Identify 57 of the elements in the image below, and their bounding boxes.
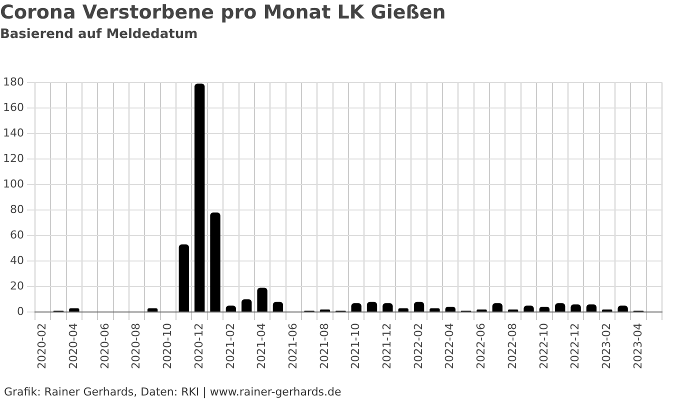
x-tick-label: 2021-08 [318,323,331,370]
bar [366,302,378,312]
x-tick-label: 2021-06 [286,323,300,370]
y-tick-label: 60 [10,228,24,242]
bar [555,303,566,312]
y-tick-label: 0 [16,304,24,318]
y-tick-label: 180 [2,75,24,88]
bar [398,308,408,312]
bar [147,308,158,312]
bar [492,303,503,312]
y-tick-label: 40 [10,254,24,267]
y-tick-label: 20 [10,279,24,292]
bar [242,299,252,312]
x-tick-label: 2021-02 [224,323,237,370]
bar [320,309,330,312]
bar [210,212,220,312]
x-tick-label: 2020-12 [192,323,206,370]
y-tick-label: 80 [10,202,24,216]
bar [430,308,440,312]
x-tick-label: 2022-02 [412,323,425,370]
y-tick-label: 140 [2,126,24,140]
bar [382,303,393,312]
bar [602,309,612,312]
x-tick-label: 2022-04 [443,323,456,370]
bar [476,309,487,312]
chart-title: Corona Verstorbene pro Monat LK Gießen [0,1,446,24]
x-tick-label: 2022-12 [568,323,582,370]
bar [272,302,284,312]
x-tick-label: 2020-02 [36,323,49,370]
bar [178,244,190,312]
chart-subtitle: Basierend auf Meldedatum [0,26,198,42]
bar [570,304,581,312]
bar [194,84,205,312]
y-tick-label: 100 [2,177,24,190]
x-tick-label: 2023-04 [631,323,644,370]
x-tick-label: 2020-08 [130,323,143,370]
x-tick-label: 2020-10 [161,323,174,370]
bar [508,309,518,312]
text: Grafik: Rainer Gerhards, Daten: RKI | www.rainer-gerhards.de [4,385,342,398]
y-tick-label: 160 [2,100,24,114]
x-tick-label: 2020-06 [98,323,112,370]
x-tick-label: 2020-04 [67,323,80,370]
bar [257,288,268,312]
x-tick-label: 2022-06 [474,323,488,370]
bar [539,306,550,312]
bar [69,308,80,312]
bar [445,306,456,312]
x-tick-label: 2023-02 [600,323,613,370]
bar [586,304,597,312]
x-tick-label: 2021-10 [349,323,362,370]
x-tick-label: 2022-10 [537,323,550,370]
bar [414,302,424,312]
bar [351,303,362,312]
x-tick-label: 2021-04 [255,323,268,370]
x-tick-label: 2022-08 [506,323,519,370]
x-tick-label: 2021-12 [380,323,394,370]
y-tick-label: 120 [2,152,24,165]
